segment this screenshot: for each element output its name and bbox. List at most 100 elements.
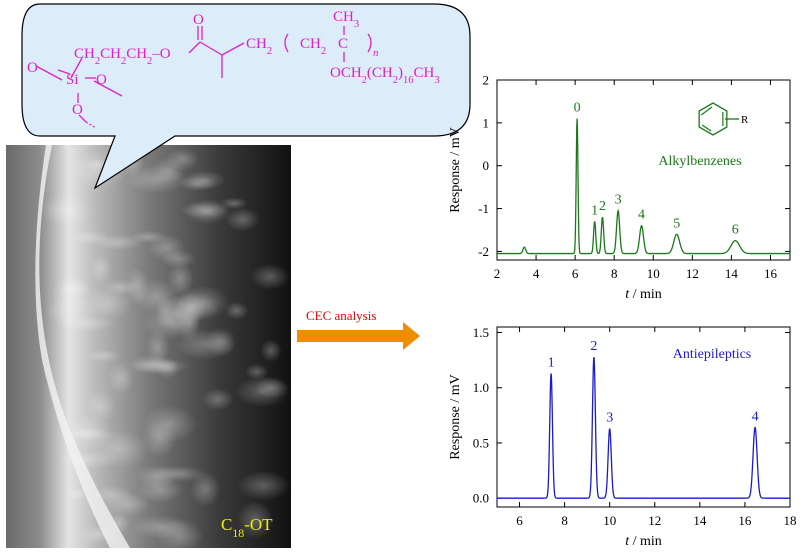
y-tick-label: 0 bbox=[483, 158, 490, 173]
sem-texture-blob bbox=[237, 470, 291, 501]
peak-label-2: 2 bbox=[599, 199, 606, 214]
x-tick-label: 12 bbox=[686, 266, 699, 281]
x-tick-label: 4 bbox=[533, 266, 540, 281]
x-axis-label: t / min bbox=[625, 534, 662, 549]
x-tick-label: 18 bbox=[784, 513, 797, 528]
x-tick-label: 2 bbox=[494, 266, 501, 281]
chemical-structure: O Si O O CH2CH2CH2–O O CH2 CH2 C CH3 n O… bbox=[27, 9, 440, 129]
peak-label-3: 3 bbox=[606, 411, 613, 426]
x-tick-label: 6 bbox=[572, 266, 579, 281]
peak-label-0: 0 bbox=[574, 101, 581, 116]
arrow-label: CEC analysis bbox=[306, 308, 376, 323]
sem-texture-blob bbox=[160, 249, 196, 269]
sem-texture-blob bbox=[180, 201, 230, 219]
sem-texture-blob bbox=[51, 274, 92, 314]
x-tick-label: 8 bbox=[611, 266, 618, 281]
cec-arrow: CEC analysis bbox=[297, 308, 420, 350]
y-tick-label: 1.5 bbox=[473, 325, 489, 340]
sem-texture-blob bbox=[90, 254, 112, 283]
sem-texture-blob bbox=[125, 165, 189, 194]
y-tick-label: 1.0 bbox=[473, 380, 489, 395]
sem-texture-blob bbox=[141, 307, 200, 340]
quaternary-c: C bbox=[338, 36, 348, 52]
y-tick-label: 1 bbox=[483, 115, 490, 130]
y-tick-label: 2 bbox=[483, 73, 490, 88]
sem-texture-blob bbox=[254, 376, 289, 399]
x-tick-label: 14 bbox=[725, 266, 739, 281]
sem-texture-blob bbox=[224, 301, 249, 320]
plot-frame bbox=[496, 79, 791, 261]
side-chain: OCH2(CH2)16CH3 bbox=[330, 65, 440, 86]
sem-texture-blob bbox=[39, 194, 91, 227]
bond-o-left-si bbox=[57, 69, 71, 75]
sem-texture-blob bbox=[66, 412, 113, 452]
sem-texture-blob bbox=[142, 405, 197, 443]
y-tick-label: -1 bbox=[478, 201, 489, 216]
y-axis-label: Response / mV bbox=[448, 127, 463, 213]
repeat-ch2: CH2 bbox=[300, 36, 326, 57]
sem-texture-blob bbox=[149, 465, 207, 483]
sem-texture-blob bbox=[206, 327, 237, 357]
benzene-ring-icon bbox=[698, 102, 728, 136]
atom-o-left: O bbox=[27, 60, 38, 76]
legend-antiepileptics: Antiepileptics bbox=[673, 347, 752, 362]
sem-texture-blob bbox=[176, 285, 231, 320]
sem-texture-blob bbox=[236, 500, 274, 539]
peak-label-3: 3 bbox=[615, 193, 622, 208]
bond-o-surface bbox=[78, 114, 87, 123]
sem-image: C18-OT bbox=[6, 144, 291, 554]
x-tick-label: 14 bbox=[693, 513, 707, 528]
sem-texture-blob bbox=[104, 492, 151, 516]
x-axis-label: t / min bbox=[625, 287, 662, 302]
atom-carbonyl-o: O bbox=[193, 12, 204, 28]
ch2-group: CH2 bbox=[246, 36, 272, 57]
speech-bubble bbox=[21, 3, 471, 190]
sem-texture-blob bbox=[201, 388, 234, 411]
x-tick-label: 10 bbox=[603, 513, 616, 528]
chromatogram-trace bbox=[497, 356, 790, 499]
x-tick-label: 12 bbox=[648, 513, 661, 528]
sem-edge-highlight bbox=[35, 145, 131, 548]
sem-texture-blob bbox=[87, 349, 121, 363]
chromatogram-trace bbox=[497, 118, 790, 255]
atom-si: Si bbox=[66, 72, 79, 88]
peak-label-4: 4 bbox=[638, 208, 645, 223]
y-tick-label: -2 bbox=[478, 244, 489, 259]
sem-texture-blob bbox=[155, 518, 204, 554]
repeat-n: n bbox=[373, 47, 379, 59]
peak-label-2: 2 bbox=[590, 339, 597, 354]
y-tick-label: 0.0 bbox=[473, 491, 489, 506]
sem-texture bbox=[39, 144, 291, 554]
y-axis-label: Response / mV bbox=[448, 374, 463, 460]
peak-label-4: 4 bbox=[752, 409, 759, 424]
sem-texture-blob bbox=[130, 358, 191, 374]
x-tick-label: 8 bbox=[561, 513, 568, 528]
sem-texture-blob bbox=[103, 279, 138, 296]
sem-texture-blob bbox=[225, 207, 261, 232]
peak-label-1: 1 bbox=[548, 355, 555, 370]
sem-texture-blob bbox=[260, 339, 282, 363]
legend-alkylbenzenes: Alkylbenzenes bbox=[658, 154, 741, 169]
sem-texture-blob bbox=[107, 362, 134, 395]
methyl-top: CH3 bbox=[333, 9, 359, 30]
sem-texture-blob bbox=[250, 263, 290, 290]
sem-texture-blob bbox=[130, 230, 168, 244]
peak-label-5: 5 bbox=[673, 216, 680, 231]
sem-texture-blob bbox=[57, 449, 118, 470]
sem-texture-blob bbox=[220, 197, 248, 210]
atom-o-right: O bbox=[96, 72, 107, 88]
x-tick-label: 6 bbox=[516, 513, 523, 528]
bond-si-o-right bbox=[93, 80, 123, 97]
substituent-r-label: R bbox=[741, 114, 749, 126]
sem-label: C18-OT bbox=[221, 515, 273, 540]
plot-frame bbox=[496, 326, 791, 508]
peak-label-6: 6 bbox=[732, 223, 739, 238]
sem-texture-blob bbox=[137, 477, 184, 503]
atom-o-bottom: O bbox=[72, 102, 83, 118]
sem-texture-blob bbox=[190, 471, 221, 507]
propyl-chain: CH2CH2CH2–O bbox=[74, 46, 171, 67]
peak-label-1: 1 bbox=[591, 203, 598, 218]
